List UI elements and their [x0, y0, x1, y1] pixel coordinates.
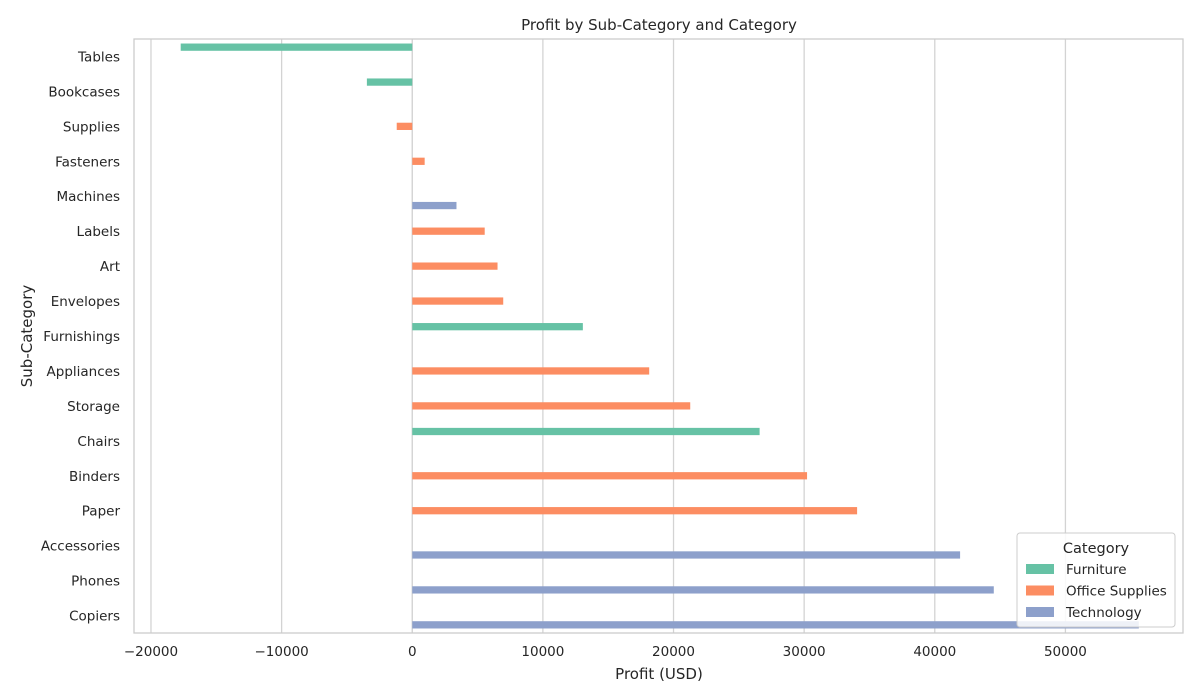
bar-binders	[412, 472, 808, 480]
bar-fasteners	[412, 157, 425, 165]
legend-label-furniture: Furniture	[1066, 562, 1127, 578]
legend-items: Furniture Office Supplies Technology	[1026, 562, 1167, 621]
bar-storage	[412, 402, 691, 410]
x-gridlines	[150, 39, 1067, 633]
y-tick-label-accessories: Accessories	[41, 539, 120, 555]
bar-furnishings	[412, 323, 583, 331]
y-axis-label: Sub-Category	[18, 285, 36, 388]
x-axis-label: Profit (USD)	[615, 665, 703, 683]
y-tick-label-binders: Binders	[69, 469, 120, 485]
y-tick-label-paper: Paper	[82, 504, 121, 520]
y-tick-label-copiers: Copiers	[69, 609, 120, 625]
y-tick-label-tables: Tables	[77, 49, 120, 65]
legend-label-technology: Technology	[1065, 605, 1142, 621]
x-tick-label: −20000	[124, 644, 178, 660]
y-tick-label-machines: Machines	[56, 189, 120, 205]
bar-machines	[412, 201, 457, 210]
chart-title: Profit by Sub-Category and Category	[521, 16, 797, 34]
y-tick-label-fasteners: Fasteners	[55, 154, 120, 170]
bar-supplies	[396, 122, 413, 130]
y-tick-label-storage: Storage	[67, 399, 120, 415]
x-tick-label: 40000	[913, 644, 956, 660]
bar-tables	[180, 43, 413, 51]
y-tick-label-chairs: Chairs	[77, 434, 120, 450]
bar-art	[412, 262, 498, 270]
plot-frame	[133, 38, 1184, 634]
legend-swatch-office-supplies	[1026, 585, 1054, 596]
legend-swatch-technology	[1026, 607, 1054, 617]
y-tick-label-appliances: Appliances	[47, 364, 120, 380]
bar-copiers	[412, 621, 1139, 629]
legend-title: Category	[1063, 541, 1130, 557]
y-tick-label-furnishings: Furnishings	[43, 329, 120, 345]
y-tick-label-bookcases: Bookcases	[48, 84, 120, 100]
x-tick-labels: −20000 −10000 0 10000 20000 30000 40000 50000	[124, 644, 1087, 660]
bar-appliances	[412, 367, 650, 375]
legend-label-office-supplies: Office Supplies	[1066, 584, 1167, 600]
y-tick-label-art: Art	[100, 259, 120, 275]
x-tick-label: 0	[408, 644, 417, 660]
legend-swatch-furniture	[1026, 564, 1054, 574]
bar-phones	[412, 586, 994, 594]
bar-accessories	[412, 551, 961, 559]
bar-envelopes	[412, 297, 504, 305]
bar-labels	[412, 227, 485, 235]
x-tick-label: 50000	[1044, 644, 1087, 660]
bar-bookcases	[366, 78, 413, 86]
y-tick-label-labels: Labels	[77, 224, 120, 240]
y-tick-label-envelopes: Envelopes	[51, 294, 120, 310]
bar-paper	[412, 507, 858, 515]
y-tick-label-phones: Phones	[71, 574, 120, 590]
x-tick-label: 10000	[521, 644, 564, 660]
y-tick-labels: Tables Bookcases Supplies Fasteners Machines…	[41, 49, 121, 624]
bars	[180, 43, 1139, 629]
bar-chairs	[412, 427, 760, 436]
y-tick-label-supplies: Supplies	[63, 119, 120, 135]
x-tick-label: 20000	[652, 644, 695, 660]
legend-box	[1016, 532, 1176, 628]
x-tick-label: 30000	[783, 644, 826, 660]
legend: Category Furniture Office Supplies Technol…	[1016, 532, 1176, 628]
x-tick-label: −10000	[254, 644, 308, 660]
